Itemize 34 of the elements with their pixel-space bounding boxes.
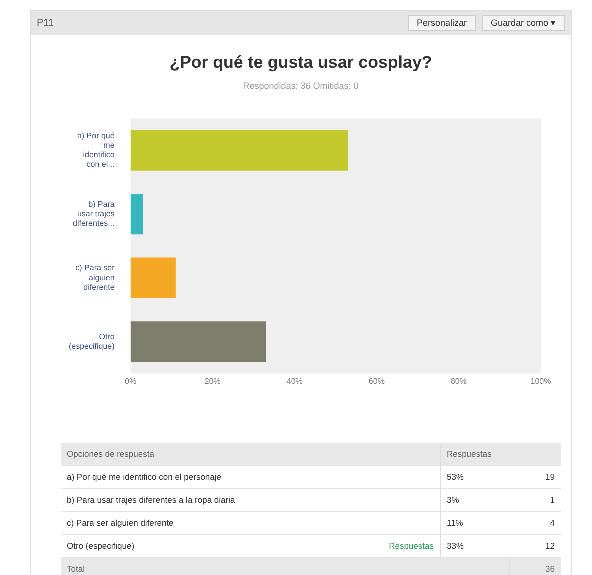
bar: [130, 194, 144, 235]
text: 3%: [440, 488, 510, 512]
text: Opciones de respuesta: [61, 443, 440, 466]
x-tick-label: 0%: [125, 376, 137, 386]
text: 33%: [440, 534, 510, 558]
text: 12: [510, 534, 561, 558]
chart-subtitle: Respondidas: 36 Omitidas: 0: [242, 81, 360, 91]
text: 36: [510, 558, 561, 575]
text: 19: [510, 466, 561, 488]
y-tick-label: b) Para usar trajes diferentes...: [72, 200, 116, 228]
y-tick-label: c) Para ser alguien diferente: [76, 264, 116, 292]
text: a) Por qué me identifico con el personaje: [61, 466, 440, 488]
text: Respuestas: [440, 443, 561, 466]
text: 11%: [440, 512, 510, 534]
text: 53%: [440, 466, 510, 488]
bar: [130, 130, 348, 171]
x-tick-label: 60%: [368, 376, 385, 386]
x-tick-label: 100%: [530, 376, 552, 386]
bar: [130, 322, 266, 362]
text: b) Para usar trajes diferentes a la ropa diaria: [61, 488, 440, 512]
text: Total: [61, 558, 510, 575]
text: P11: [37, 18, 54, 28]
y-tick-label: a) Por qué me identifico con el...: [77, 131, 116, 170]
x-tick-label: 80%: [450, 376, 467, 386]
text: Guardar como ▾: [482, 15, 565, 31]
y-tick-label: Otro (especifique): [68, 332, 116, 351]
text: Personalizar: [408, 15, 476, 31]
text: 4: [510, 512, 561, 534]
x-tick-label: 40%: [286, 376, 303, 386]
chart-title: ¿Por qué te gusta usar cosplay?: [168, 53, 434, 73]
bar: [130, 258, 176, 298]
text: 1: [510, 488, 561, 512]
x-tick-label: 20%: [204, 376, 221, 386]
text: Respuestas: [389, 541, 434, 551]
